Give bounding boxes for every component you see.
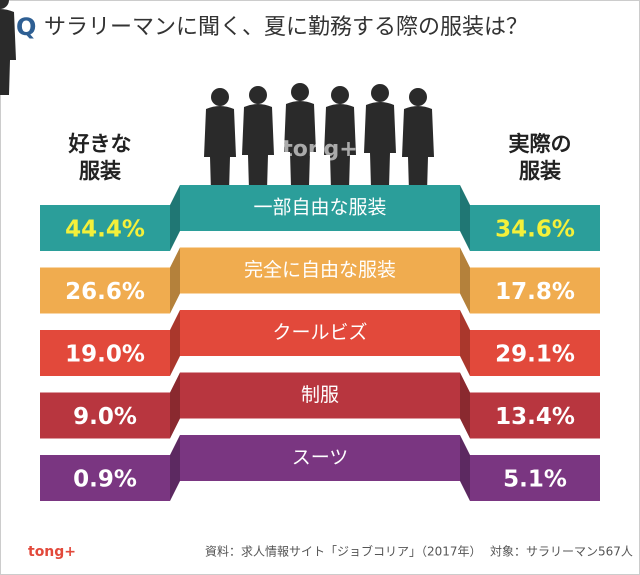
- category-band: [180, 310, 460, 356]
- band-flap: [460, 185, 470, 251]
- header-line: 好きな: [68, 132, 132, 156]
- value-box: [40, 455, 170, 501]
- header-line: 服装: [519, 159, 561, 183]
- silhouettes: [0, 0, 434, 192]
- watermark: tong+: [282, 137, 357, 162]
- value-box: [40, 205, 170, 251]
- band-flap: [170, 372, 180, 439]
- band-flap: [170, 435, 180, 501]
- value-box: [470, 392, 600, 439]
- band-flap: [460, 372, 470, 439]
- category-label: クールビズ: [272, 322, 367, 344]
- chart-title: サラリーマンに聞く、夏に勤務する際の服装は？: [44, 15, 528, 40]
- band-flap: [170, 185, 180, 251]
- category-label: スーツ: [292, 447, 349, 469]
- value-label: 26.6%: [65, 279, 145, 305]
- value-box: [470, 330, 600, 376]
- value-box: [40, 392, 170, 439]
- category-label: 完全に自由な服装: [244, 259, 396, 281]
- band-flap: [170, 247, 180, 314]
- category-label: 制服: [301, 384, 339, 406]
- category-band: [180, 372, 460, 419]
- category-label: 一部自由な服装: [253, 197, 386, 219]
- category-band: [180, 185, 460, 231]
- target: 対象：サラリーマン567人: [490, 545, 633, 559]
- value-label: 44.4%: [65, 217, 145, 243]
- brand-logo: tong+: [28, 544, 76, 560]
- value-box: [470, 205, 600, 251]
- value-label: 0.9%: [73, 467, 137, 493]
- header-line: 服装: [79, 159, 121, 183]
- category-band: [180, 247, 460, 294]
- value-label: 5.1%: [503, 467, 567, 493]
- source: 資料：求人情報サイト「ジョブコリア」（2017年）: [205, 544, 482, 559]
- value-box: [40, 267, 170, 314]
- band-flap: [460, 435, 470, 501]
- value-box: [40, 330, 170, 376]
- band-flap: [460, 247, 470, 314]
- band-flap: [170, 310, 180, 376]
- value-label: 17.8%: [495, 279, 575, 305]
- value-label: 9.0%: [73, 404, 137, 430]
- value-label: 29.1%: [495, 342, 575, 368]
- series-header: 実際の服装: [509, 132, 572, 183]
- category-band: [180, 435, 460, 481]
- series-header: 好きな服装: [68, 132, 132, 183]
- title-marker: Q: [16, 13, 36, 41]
- band-flap: [460, 310, 470, 376]
- value-label: 19.0%: [65, 342, 145, 368]
- value-label: 13.4%: [495, 404, 575, 430]
- value-label: 34.6%: [495, 217, 575, 243]
- value-box: [470, 267, 600, 314]
- header-line: 実際の: [509, 132, 572, 156]
- value-box: [470, 455, 600, 501]
